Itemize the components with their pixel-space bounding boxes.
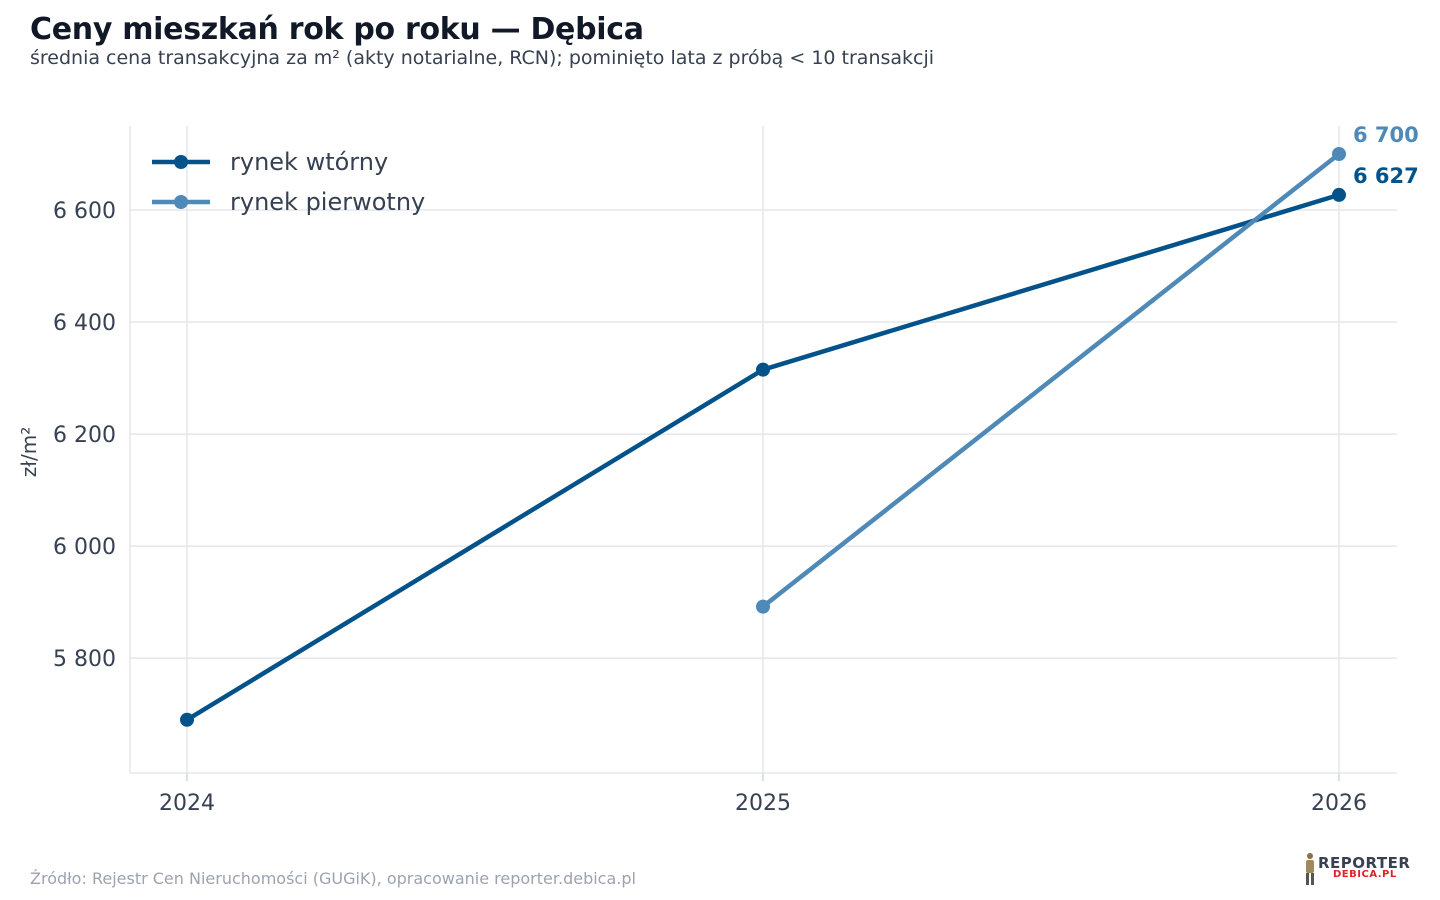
- data-point: [756, 599, 770, 614]
- axes: [129, 126, 1397, 781]
- x-tick-labels: 2024 2025 2026: [159, 791, 1367, 816]
- grid-lines: [130, 126, 1397, 773]
- end-value-label: 6 627: [1353, 164, 1419, 188]
- legend-swatch-marker: [174, 155, 188, 169]
- x-tick-label: 2025: [735, 791, 791, 816]
- data-point: [180, 712, 194, 727]
- y-tick-label: 6 400: [53, 311, 116, 336]
- y-tick-labels: 5 800 6 000 6 200 6 400 6 600: [53, 199, 116, 672]
- y-tick-label: 6 000: [53, 535, 116, 560]
- legend: rynek wtórny rynek pierwotny: [152, 148, 425, 216]
- data-point: [1332, 147, 1346, 162]
- data-point: [1332, 187, 1346, 202]
- reporter-figure-icon: [1306, 853, 1314, 885]
- y-tick-label: 5 800: [53, 647, 116, 672]
- logo-text-top: REPORTER: [1318, 854, 1411, 872]
- y-tick-label: 6 600: [53, 199, 116, 224]
- end-labels: 6 627 6 700: [1353, 123, 1419, 188]
- legend-label: rynek pierwotny: [230, 188, 425, 216]
- line-chart: 5 800 6 000 6 200 6 400 6 600 2024 2025 2026 6…: [17, 123, 1419, 816]
- x-tick-label: 2024: [159, 791, 215, 816]
- series-line-pierwotny: [760, 151, 1342, 609]
- source-note: Źródło: Rejestr Cen Nieruchomości (GUGiK…: [30, 869, 636, 888]
- chart-subtitle: średnia cena transakcyjna za m² (akty no…: [30, 47, 935, 69]
- x-tick-label: 2026: [1311, 791, 1367, 816]
- legend-swatch-marker: [174, 195, 188, 209]
- chart-title: Ceny mieszkań rok po roku — Dębica: [30, 12, 644, 47]
- reporter-logo: REPORTER DEBICA.PL: [1300, 852, 1410, 888]
- end-value-label: 6 700: [1353, 123, 1419, 147]
- legend-label: rynek wtórny: [230, 148, 388, 176]
- y-tick-label: 6 200: [53, 423, 116, 448]
- logo-text-bottom: DEBICA.PL: [1333, 869, 1397, 880]
- y-axis-label: zł/m²: [17, 427, 41, 477]
- series-lines: [180, 147, 1346, 727]
- data-point: [756, 362, 770, 377]
